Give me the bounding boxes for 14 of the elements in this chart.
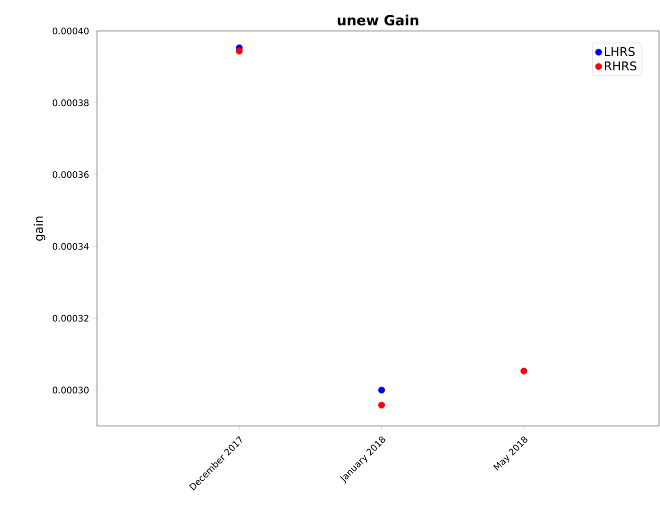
y-axis-title: gain: [34, 216, 46, 241]
point: [378, 386, 385, 394]
y-tick-label: 0.00032: [52, 314, 88, 322]
legend-label: LHRS: [604, 47, 635, 56]
y-tick-label: 0.00036: [52, 171, 89, 178]
chart-title: unew Gain: [338, 14, 418, 26]
point: [236, 48, 243, 54]
legend-label: RHRS: [604, 61, 636, 70]
point: [520, 368, 528, 374]
point: [378, 402, 385, 409]
y-tick-label: 0.00038: [52, 99, 89, 106]
y-tick-label: 0.00040: [52, 28, 89, 34]
y-tick-label: 0.00034: [52, 243, 89, 250]
y-tick-label: 0.00030: [52, 386, 89, 394]
